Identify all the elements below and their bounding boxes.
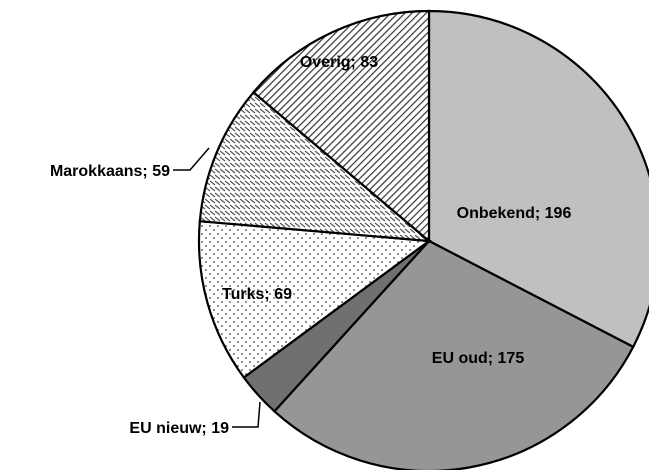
slice-label-eu-nieuw: EU nieuw; 19 <box>129 420 229 437</box>
slice-label-overig: Overig; 83 <box>300 54 378 71</box>
pie-slice-eu-oud <box>272 239 635 470</box>
slice-label-eu-oud: EU oud; 175 <box>432 350 525 367</box>
pie-slice-overig <box>251 9 431 244</box>
pie-slice-turks <box>197 219 433 379</box>
slice-label-marokkaans: Marokkaans; 59 <box>50 163 170 180</box>
leader-line-eu-nieuw <box>232 401 261 428</box>
slice-label-onbekend: Onbekend; 196 <box>457 205 572 222</box>
leader-line-marokkaans <box>173 147 210 171</box>
pie-slice-onbekend <box>427 9 649 349</box>
pie-slice-marokkaans <box>198 90 433 243</box>
slice-label-turks: Turks; 69 <box>222 286 292 303</box>
